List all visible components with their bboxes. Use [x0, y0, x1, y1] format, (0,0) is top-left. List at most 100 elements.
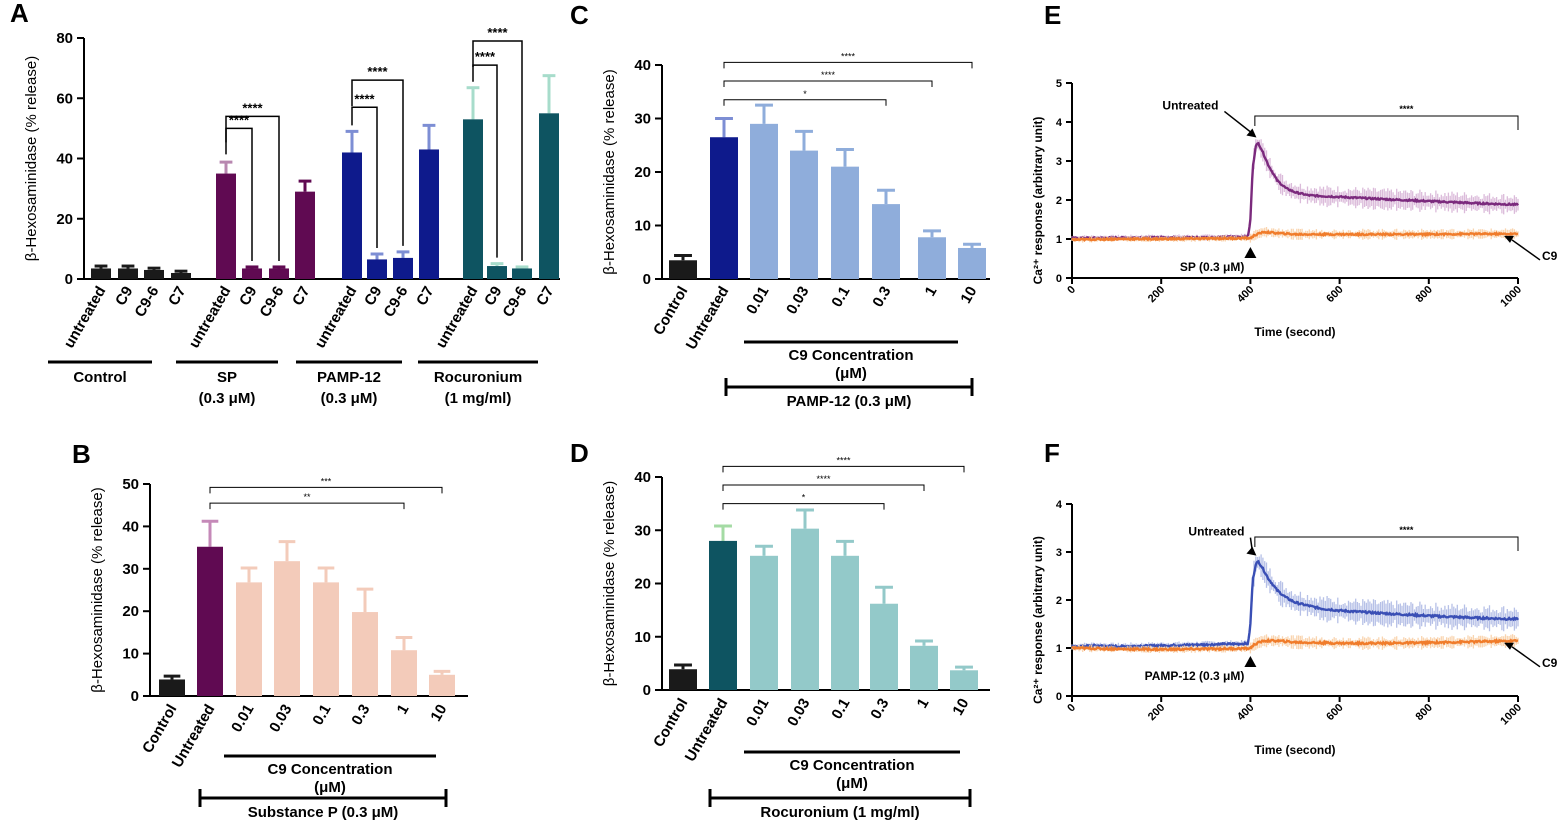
significance-label: **** [354, 91, 375, 106]
stimulus-label: PAMP-12 (0.3 μM) [787, 393, 912, 410]
x-tick-label: 200 [1146, 284, 1167, 305]
category-label: 0.3 [867, 696, 892, 723]
bar [512, 268, 532, 279]
y-tick-label: 0 [1056, 691, 1062, 703]
bar [91, 268, 111, 279]
bar [910, 645, 938, 690]
bar [367, 259, 387, 279]
y-tick-label: 10 [122, 646, 139, 663]
y-tick-label: 20 [56, 211, 73, 228]
panel-b: B 0 10 20 30 40 50 β-Hexosaminidase (% release)… [72, 439, 468, 820]
panel-label: A [10, 0, 29, 28]
stimulus-label: Substance P (0.3 μM) [248, 804, 399, 820]
bar [750, 123, 778, 279]
x-tick-label: 0 [1065, 702, 1078, 715]
category-label: 10 [957, 284, 980, 307]
y-axis-label: Ca²⁺ response (arbitrary unit) [1031, 117, 1045, 285]
bar [159, 679, 185, 696]
category-label: C9-6 [380, 284, 411, 321]
category-label: 0.1 [828, 284, 853, 311]
significance-label: **** [242, 100, 263, 115]
group-label: (0.3 μM) [321, 390, 378, 407]
x-axis-label: Time (second) [1254, 743, 1335, 757]
category-label: C9-6 [131, 284, 162, 321]
panel-a: A 0 20 40 60 80 β-Hexosaminidase (% release) un… [10, 0, 560, 407]
bar [429, 674, 455, 696]
bar [831, 166, 859, 279]
category-label: untreated [312, 284, 361, 352]
c9-arrowhead [1504, 642, 1514, 650]
category-label: 0.3 [348, 702, 373, 729]
significance-label: **** [836, 455, 851, 465]
bar [870, 603, 898, 690]
category-label: 1 [914, 696, 933, 712]
stimulus-label: SP (0.3 μM) [1180, 260, 1244, 274]
significance-bracket [722, 484, 925, 491]
x-tick-label: 400 [1235, 284, 1256, 305]
y-axis-label: β-Hexosaminidase (% release) [23, 56, 40, 261]
group-label: (1 mg/ml) [445, 390, 512, 407]
significance-bracket [209, 486, 443, 494]
bar [710, 137, 738, 279]
y-tick-label: 40 [634, 57, 651, 74]
y-tick-label: 0 [1056, 273, 1062, 285]
x-tick-label: 800 [1413, 702, 1434, 723]
stimulus-arrowhead [1244, 656, 1257, 667]
untreated-label: Untreated [1188, 525, 1244, 539]
significance-bracket [723, 80, 933, 88]
bar [216, 173, 236, 279]
concentration-unit: (μM) [836, 775, 868, 792]
y-axis-label: β-Hexosaminidase (% release) [601, 481, 618, 686]
significance-bracket [723, 99, 887, 106]
series-untreated [1071, 554, 1520, 651]
group-label: (0.3 μM) [199, 390, 256, 407]
bar [118, 268, 138, 279]
untreated-arrowhead [1246, 128, 1257, 138]
y-tick-label: 50 [122, 476, 139, 493]
significance-label: * [803, 89, 807, 99]
category-label: Control [139, 702, 180, 757]
category-label: untreated [186, 284, 235, 352]
y-tick-label: 30 [634, 111, 651, 128]
category-label: 1 [394, 702, 413, 718]
series-c9 [1071, 634, 1519, 654]
bar [313, 582, 339, 696]
y-axis-label: Ca²⁺ response (arbitrary unit) [1031, 536, 1045, 704]
bar [242, 268, 262, 279]
bar [269, 268, 289, 279]
significance-bracket [723, 61, 973, 69]
bar [197, 546, 223, 696]
significance-label: **** [1399, 104, 1414, 114]
category-label: 0.3 [869, 284, 894, 311]
x-tick-label: 600 [1324, 702, 1345, 723]
group-label: PAMP-12 [317, 369, 381, 386]
significance-label: **** [821, 70, 836, 80]
bar [539, 113, 559, 279]
y-tick-label: 30 [122, 561, 139, 578]
panel-d: D 0 10 20 30 40 β-Hexosaminidase (% release) Co… [570, 438, 990, 820]
y-tick-label: 40 [122, 518, 139, 535]
y-tick-label: 20 [634, 164, 651, 181]
y-tick-label: 1 [1056, 234, 1062, 246]
category-label: 0.03 [783, 284, 812, 318]
category-label: 10 [427, 702, 450, 725]
bar [750, 555, 778, 690]
bar [391, 650, 417, 696]
concentration-label: C9 Concentration [788, 347, 913, 364]
category-label: C9-6 [256, 284, 287, 321]
category-label: C9 [112, 284, 136, 309]
category-label: 0.01 [743, 696, 772, 730]
y-tick-label: 20 [122, 603, 139, 620]
concentration-label: C9 Concentration [789, 757, 914, 774]
stimulus-label: PAMP-12 (0.3 μM) [1145, 669, 1245, 683]
category-label: untreated [61, 284, 110, 352]
category-label: 0.03 [784, 696, 813, 730]
x-tick-label: 1000 [1498, 284, 1524, 310]
y-axis-label: β-Hexosaminidase (% release) [89, 487, 106, 692]
c9-arrow [1511, 646, 1541, 668]
group-label: Rocuronium [434, 369, 522, 386]
category-label: C7 [165, 284, 189, 309]
bar [958, 247, 986, 279]
y-tick-label: 10 [634, 629, 651, 646]
significance-bracket [472, 40, 523, 261]
